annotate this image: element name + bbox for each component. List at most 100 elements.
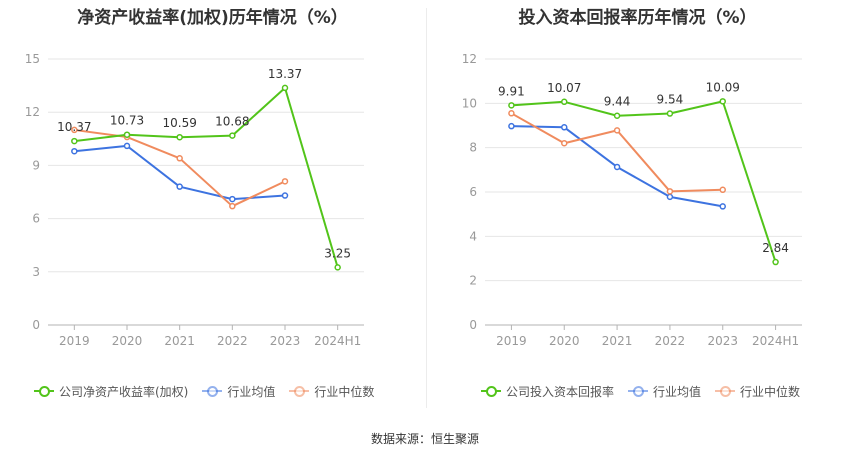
legend-label: 行业均值 [227, 384, 276, 399]
roe-point-avg[interactable] [71, 147, 78, 155]
roe-data-label: 10.59 [162, 116, 196, 130]
roe-series-line-median [74, 128, 286, 208]
roe-point-company[interactable] [281, 84, 289, 92]
roic-y-tick-label: 8 [469, 141, 477, 155]
roic-x-tick-label: 2023 [707, 334, 738, 348]
roe-point-company[interactable] [176, 133, 183, 141]
roe-series-line-avg [74, 144, 286, 201]
roic-point-median[interactable] [719, 186, 726, 194]
legend-item-avg[interactable]: 行业均值 [202, 383, 275, 400]
roic-x-tick-label: 2024H1 [752, 334, 799, 348]
roic-y-tick-label: 2 [469, 274, 477, 288]
legend-line-circle-icon [289, 385, 310, 397]
legend-item-median[interactable]: 行业中位数 [289, 383, 374, 400]
roic-data-label: 9.91 [498, 84, 525, 98]
roe-chart-legend: 公司净资产收益率(加权) 行业均值 行业中位数 [34, 381, 388, 401]
roe-chart-panel: 净资产收益率(加权)历年情况（%） 0 3 6 9 12 15 2019 2020 2021 20… [0, 0, 425, 415]
roe-series-line-company [74, 86, 339, 268]
roic-point-company[interactable] [508, 102, 515, 109]
roe-x-tick-label: 2021 [164, 334, 195, 348]
roic-data-label: 2.84 [762, 241, 789, 255]
legend-line-circle-icon [481, 385, 501, 397]
roic-point-avg[interactable] [613, 163, 621, 171]
roe-y-tick-label: 15 [25, 52, 40, 66]
legend-line-circle-icon [715, 385, 736, 397]
legend-label: 行业中位数 [314, 384, 375, 399]
legend-item-avg[interactable]: 行业均值 [628, 383, 701, 400]
legend-item-company[interactable]: 公司投入资本回报率 [481, 383, 614, 400]
roic-point-avg[interactable] [561, 124, 568, 131]
roe-point-median[interactable] [176, 155, 183, 162]
roic-point-company[interactable] [561, 98, 568, 106]
roic-point-company[interactable] [772, 258, 779, 266]
roe-data-label: 10.37 [57, 120, 91, 134]
roe-chart-title: 净资产收益率(加权)历年情况（%） [77, 8, 348, 28]
roic-point-company[interactable] [613, 112, 621, 119]
roe-y-tick-label: 9 [32, 158, 40, 172]
roe-point-company[interactable] [123, 131, 131, 138]
roic-point-median[interactable] [613, 127, 621, 134]
panel-divider [426, 8, 427, 408]
roic-y-tick-label: 6 [469, 185, 477, 199]
roic-point-avg[interactable] [508, 122, 515, 130]
legend-label: 公司投入资本回报率 [506, 384, 615, 399]
legend-label: 公司净资产收益率(加权) [59, 384, 189, 399]
roe-data-label: 10.73 [110, 114, 144, 128]
roic-chart-panel: 投入资本回报率历年情况（%） 0 2 4 6 8 10 12 2019 2020 2021 2022… [425, 0, 850, 415]
roic-series-line-median [510, 112, 723, 193]
roe-x-tick-label: 2023 [270, 334, 301, 348]
roe-point-avg[interactable] [229, 195, 236, 203]
roic-point-company[interactable] [719, 98, 726, 105]
roic-point-median[interactable] [561, 139, 568, 147]
roic-y-tick-label: 4 [469, 229, 477, 243]
roe-point-company[interactable] [334, 264, 341, 271]
roe-y-tick-label: 0 [32, 318, 40, 332]
roic-data-label: 9.54 [657, 93, 684, 107]
data-source-note: 数据来源：恒生聚源 [370, 432, 479, 446]
roe-data-label: 3.25 [324, 246, 351, 260]
roe-point-median[interactable] [281, 178, 289, 185]
roe-chart-svg: 0 3 6 9 12 15 2019 2020 2021 2022 2023 2024H1 10.37 1… [25, 52, 364, 348]
roic-chart-title: 投入资本回报率历年情况（%） [518, 8, 757, 28]
roe-point-avg[interactable] [176, 183, 183, 190]
roe-data-label: 10.68 [215, 115, 249, 129]
legend-item-company[interactable]: 公司净资产收益率(加权) [34, 383, 188, 400]
roic-y-tick-label: 12 [462, 52, 477, 66]
roic-data-label: 10.09 [706, 80, 740, 94]
roe-x-tick-label: 2022 [217, 334, 248, 348]
roic-point-avg[interactable] [666, 193, 674, 201]
roe-point-median[interactable] [71, 126, 78, 134]
roe-point-median[interactable] [229, 202, 236, 210]
roic-y-tick-label: 0 [469, 318, 477, 332]
roe-y-tick-label: 6 [32, 212, 40, 226]
roic-x-tick-label: 2022 [655, 334, 686, 348]
legend-line-circle-icon [34, 385, 54, 397]
roic-data-label: 9.44 [604, 95, 631, 109]
roic-point-median[interactable] [508, 110, 515, 117]
legend-label: 行业中位数 [740, 384, 801, 399]
roe-x-tick-label: 2024H1 [314, 334, 361, 348]
roic-chart-svg: 0 2 4 6 8 10 12 2019 2020 2021 2022 2023 2024H1 9.91 1… [462, 52, 802, 348]
roic-x-tick-label: 2019 [496, 334, 527, 348]
roic-point-median[interactable] [666, 188, 674, 195]
roic-x-tick-label: 2020 [549, 334, 580, 348]
roe-x-tick-label: 2019 [59, 334, 90, 348]
roe-point-company[interactable] [229, 132, 236, 139]
roe-y-tick-label: 3 [32, 265, 40, 279]
roe-point-company[interactable] [71, 137, 78, 145]
roic-chart-legend: 公司投入资本回报率 行业均值 行业中位数 [481, 381, 814, 401]
roic-point-avg[interactable] [719, 203, 726, 210]
roe-x-tick-label: 2020 [112, 334, 143, 348]
roe-y-tick-label: 12 [25, 105, 40, 119]
roic-data-label: 10.07 [547, 81, 581, 95]
legend-label: 行业均值 [653, 384, 702, 399]
roic-series-line-company [511, 100, 777, 263]
legend-item-median[interactable]: 行业中位数 [715, 383, 800, 400]
roe-point-avg[interactable] [123, 142, 131, 150]
roe-point-avg[interactable] [281, 192, 289, 199]
legend-line-circle-icon [202, 385, 223, 397]
legend-line-circle-icon [628, 385, 649, 397]
roic-point-company[interactable] [666, 110, 674, 117]
roic-x-tick-label: 2021 [602, 334, 633, 348]
roe-data-label: 13.37 [268, 67, 302, 81]
